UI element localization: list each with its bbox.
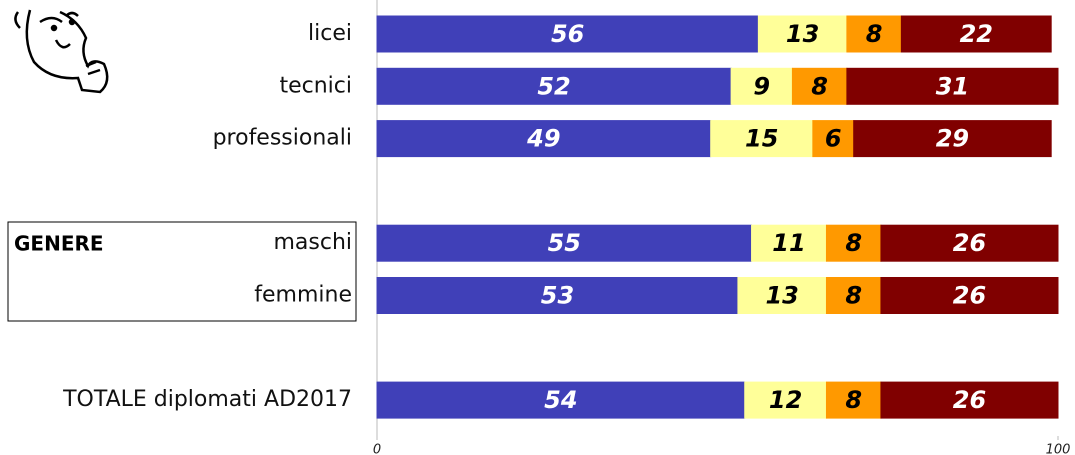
value-label: 15 [745,125,778,153]
x-tick-label: 100 [1046,443,1071,455]
value-label: 11 [772,229,805,257]
value-label: 8 [845,282,862,310]
value-label: 53 [541,282,574,310]
bar-segment [853,120,1052,158]
bar-segment [900,15,1052,53]
value-label: 22 [960,20,993,48]
bar-segment [376,381,746,419]
bar-segment [791,67,848,105]
value-label: 6 [825,125,842,153]
bar-segment [825,224,882,262]
group-box [7,221,357,322]
bar-segment [737,277,827,314]
value-label: 26 [953,386,986,414]
value-label: 8 [845,386,862,414]
cartoon-face [14,9,109,94]
category-label: professionali [213,126,352,151]
bar-segment [744,381,827,419]
category-label: femmine [254,283,352,308]
bar-segment [812,120,855,158]
value-label: 12 [769,386,802,414]
value-label: 8 [811,72,828,100]
value-label: 13 [786,20,819,48]
bar-segment [880,224,1059,262]
value-label: 31 [936,72,969,100]
category-label: licei [308,21,352,46]
category-label: tecnici [279,73,352,98]
bar-segment [880,381,1059,419]
category-label: TOTALE diplomati AD2017 [62,387,352,412]
bar-segment [376,277,739,314]
value-label: 9 [753,72,770,100]
bar-segment [846,67,1059,105]
bar-segment [376,67,732,105]
bar-segment [757,15,848,53]
bar-segment [376,15,759,53]
group-label: GENERE [14,232,104,256]
bar-segment [730,67,793,105]
value-label: 52 [537,72,570,100]
value-label: 8 [845,229,862,257]
x-tick-label: 0 [373,443,381,455]
value-label: 54 [544,386,577,414]
value-label: 55 [548,229,581,257]
value-label: 49 [526,125,560,153]
value-label: 26 [953,282,986,310]
value-label: 29 [936,125,969,153]
bar-segment [825,277,882,314]
value-label: 13 [765,282,798,310]
value-label: 8 [866,20,883,48]
bar-segment [376,224,753,262]
bar-segment [880,277,1059,314]
value-label: 26 [953,229,986,257]
value-label: 56 [551,20,584,48]
bar-segment [376,120,712,158]
category-label: maschi [273,230,352,255]
